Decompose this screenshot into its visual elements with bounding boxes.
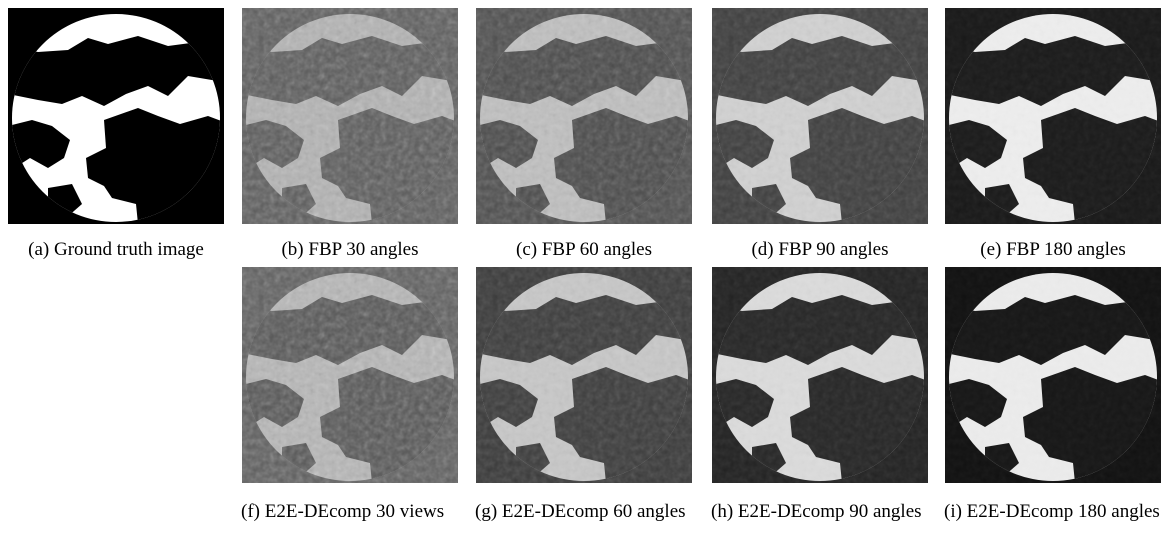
caption: (i) E2E-DEcomp 180 angles	[944, 499, 1162, 525]
noise	[712, 267, 928, 483]
panel-image	[476, 267, 692, 483]
caption: (a) Ground truth image	[0, 237, 236, 263]
noise	[476, 267, 692, 483]
caption: (d) FBP 90 angles	[700, 237, 940, 263]
caption: (f) E2E-DEcomp 30 views	[241, 499, 459, 525]
caption: (h) E2E-DEcomp 90 angles	[711, 499, 929, 525]
noise	[945, 8, 1161, 224]
panel-image	[242, 267, 458, 483]
panel-image	[945, 8, 1161, 224]
noise	[476, 8, 692, 224]
panel-image	[712, 267, 928, 483]
panel-image	[242, 8, 458, 224]
caption: (e) FBP 180 angles	[933, 237, 1166, 263]
panel-image	[945, 267, 1161, 483]
caption: (g) E2E-DEcomp 60 angles	[475, 499, 693, 525]
noise	[242, 8, 458, 224]
figure: (a) Ground truth image(b) FBP 30 angles(…	[0, 0, 1166, 549]
caption: (b) FBP 30 angles	[230, 237, 470, 263]
caption: (c) FBP 60 angles	[464, 237, 704, 263]
panel-image	[476, 8, 692, 224]
panel-image	[712, 8, 928, 224]
noise	[242, 267, 458, 483]
panel-image	[8, 8, 224, 224]
noise	[712, 8, 928, 224]
noise	[945, 267, 1161, 483]
